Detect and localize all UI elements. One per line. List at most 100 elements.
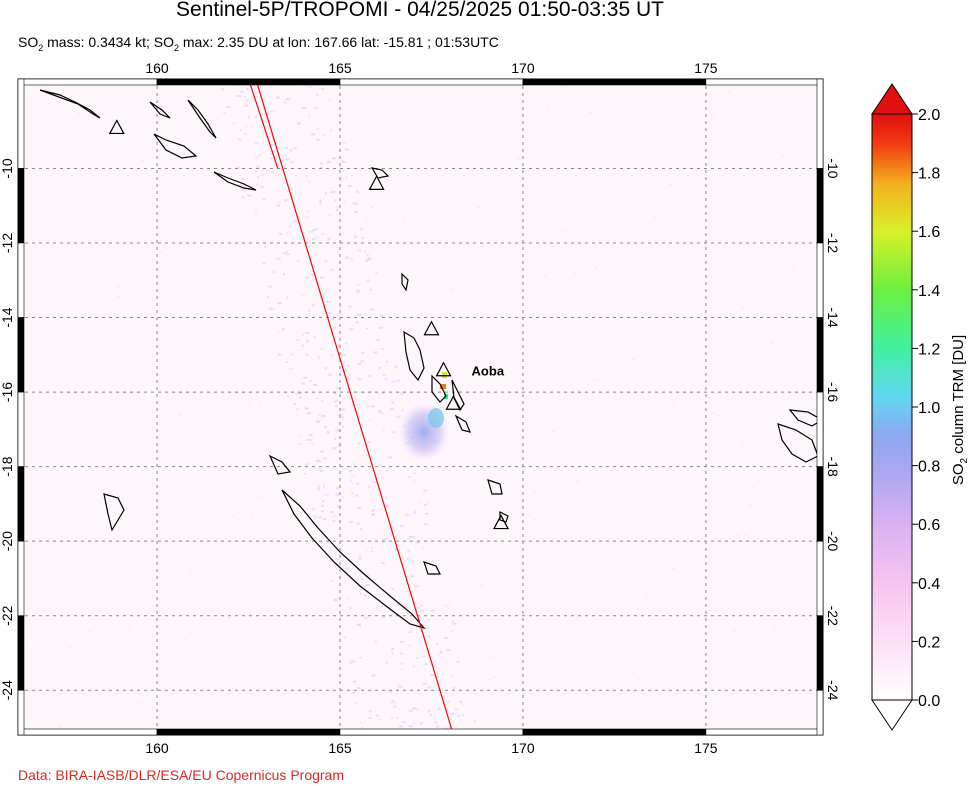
noise-pixel [382, 428, 386, 431]
noise-pixel [127, 446, 130, 448]
noise-pixel [318, 292, 321, 295]
noise-pixel [378, 463, 382, 466]
noise-pixel [381, 476, 384, 479]
noise-pixel [563, 275, 566, 277]
noise-pixel [614, 503, 617, 505]
noise-pixel [535, 422, 538, 424]
colorbar-under-arrow [871, 699, 913, 731]
coast-vanuatu-banks [401, 272, 409, 292]
noise-pixel [413, 472, 416, 475]
frame-bar-right [816, 317, 824, 393]
noise-pixel [749, 441, 752, 443]
noise-pixel [396, 603, 401, 606]
noise-pixel [315, 459, 319, 462]
noise-pixel [330, 269, 334, 272]
noise-pixel [183, 152, 186, 154]
noise-pixel [384, 378, 388, 381]
noise-pixel [461, 714, 464, 717]
noise-pixel [764, 390, 767, 392]
coast-vanuatu-maewo-pentecost [451, 379, 465, 412]
noise-pixel [458, 99, 461, 101]
noise-pixel [192, 319, 195, 321]
noise-pixel [163, 155, 166, 157]
noise-pixel [312, 229, 316, 231]
noise-pixel [635, 470, 638, 472]
coast-fiji-viti-levu [777, 423, 819, 463]
noise-pixel [330, 580, 334, 582]
noise-pixel [382, 616, 386, 619]
noise-pixel [794, 551, 797, 553]
noise-pixel [366, 584, 371, 586]
noise-pixel [672, 568, 675, 570]
noise-pixel [240, 183, 245, 186]
noise-pixel [286, 361, 289, 363]
noise-pixel [284, 154, 287, 157]
noise-pixel [175, 711, 178, 713]
noise-pixel [341, 160, 346, 163]
noise-pixel [251, 516, 254, 517]
noise-pixel [92, 478, 95, 480]
noise-pixel [240, 188, 245, 191]
noise-pixel [468, 489, 471, 491]
noise-pixel [343, 201, 347, 204]
noise-pixel [385, 661, 388, 664]
noise-pixel [382, 348, 384, 350]
noise-pixel [334, 405, 338, 408]
noise-pixel [267, 295, 270, 298]
noise-pixel [409, 709, 413, 712]
noise-pixel [425, 626, 430, 629]
noise-pixel [246, 99, 251, 102]
noise-pixel [449, 162, 452, 164]
noise-pixel [223, 112, 226, 115]
noise-pixel [560, 85, 563, 87]
noise-pixel [774, 626, 777, 628]
noise-pixel [750, 504, 752, 506]
noise-pixel [611, 471, 614, 472]
noise-pixel [311, 133, 316, 136]
noise-pixel [335, 386, 339, 389]
noise-pixel [413, 536, 416, 539]
noise-pixel [366, 574, 370, 577]
noise-pixel [372, 508, 375, 510]
volcano-marker-icon [108, 119, 125, 135]
noise-pixel [441, 618, 444, 621]
noise-pixel [239, 273, 242, 275]
noise-pixel [686, 541, 689, 543]
frame-bar-left [17, 168, 25, 244]
noise-pixel [413, 601, 416, 604]
noise-pixel [784, 651, 787, 653]
noise-pixel [282, 252, 286, 255]
noise-pixel [330, 318, 335, 320]
noise-pixel [423, 503, 427, 506]
noise-pixel [355, 190, 359, 193]
noise-pixel [303, 320, 306, 322]
noise-pixel [534, 519, 537, 520]
noise-pixel [391, 588, 394, 591]
noise-pixel [434, 721, 438, 724]
noise-pixel [522, 574, 525, 576]
noise-pixel [800, 170, 803, 172]
noise-pixel [323, 292, 326, 295]
noise-pixel [286, 704, 289, 706]
lat-tick-label-left: -24 [0, 680, 15, 700]
frame-bar-right [816, 540, 824, 617]
noise-pixel [366, 254, 369, 256]
noise-pixel [484, 222, 487, 224]
noise-pixel [330, 191, 335, 194]
noise-pixel [361, 351, 365, 354]
map-title: Sentinel-5P/TROPOMI - 04/25/2025 01:50-0… [176, 0, 664, 21]
noise-pixel [189, 569, 192, 571]
noise-pixel [378, 347, 381, 349]
noise-pixel [713, 413, 716, 414]
noise-pixel [74, 145, 77, 147]
noise-pixel [563, 303, 566, 305]
noise-pixel [322, 457, 327, 460]
noise-pixel [344, 256, 349, 259]
noise-pixel [368, 375, 372, 378]
noise-pixel [334, 199, 337, 202]
noise-pixel [408, 725, 413, 728]
noise-pixel [322, 500, 325, 503]
noise-pixel [316, 94, 319, 97]
noise-pixel [326, 98, 331, 101]
noise-pixel [380, 559, 383, 562]
